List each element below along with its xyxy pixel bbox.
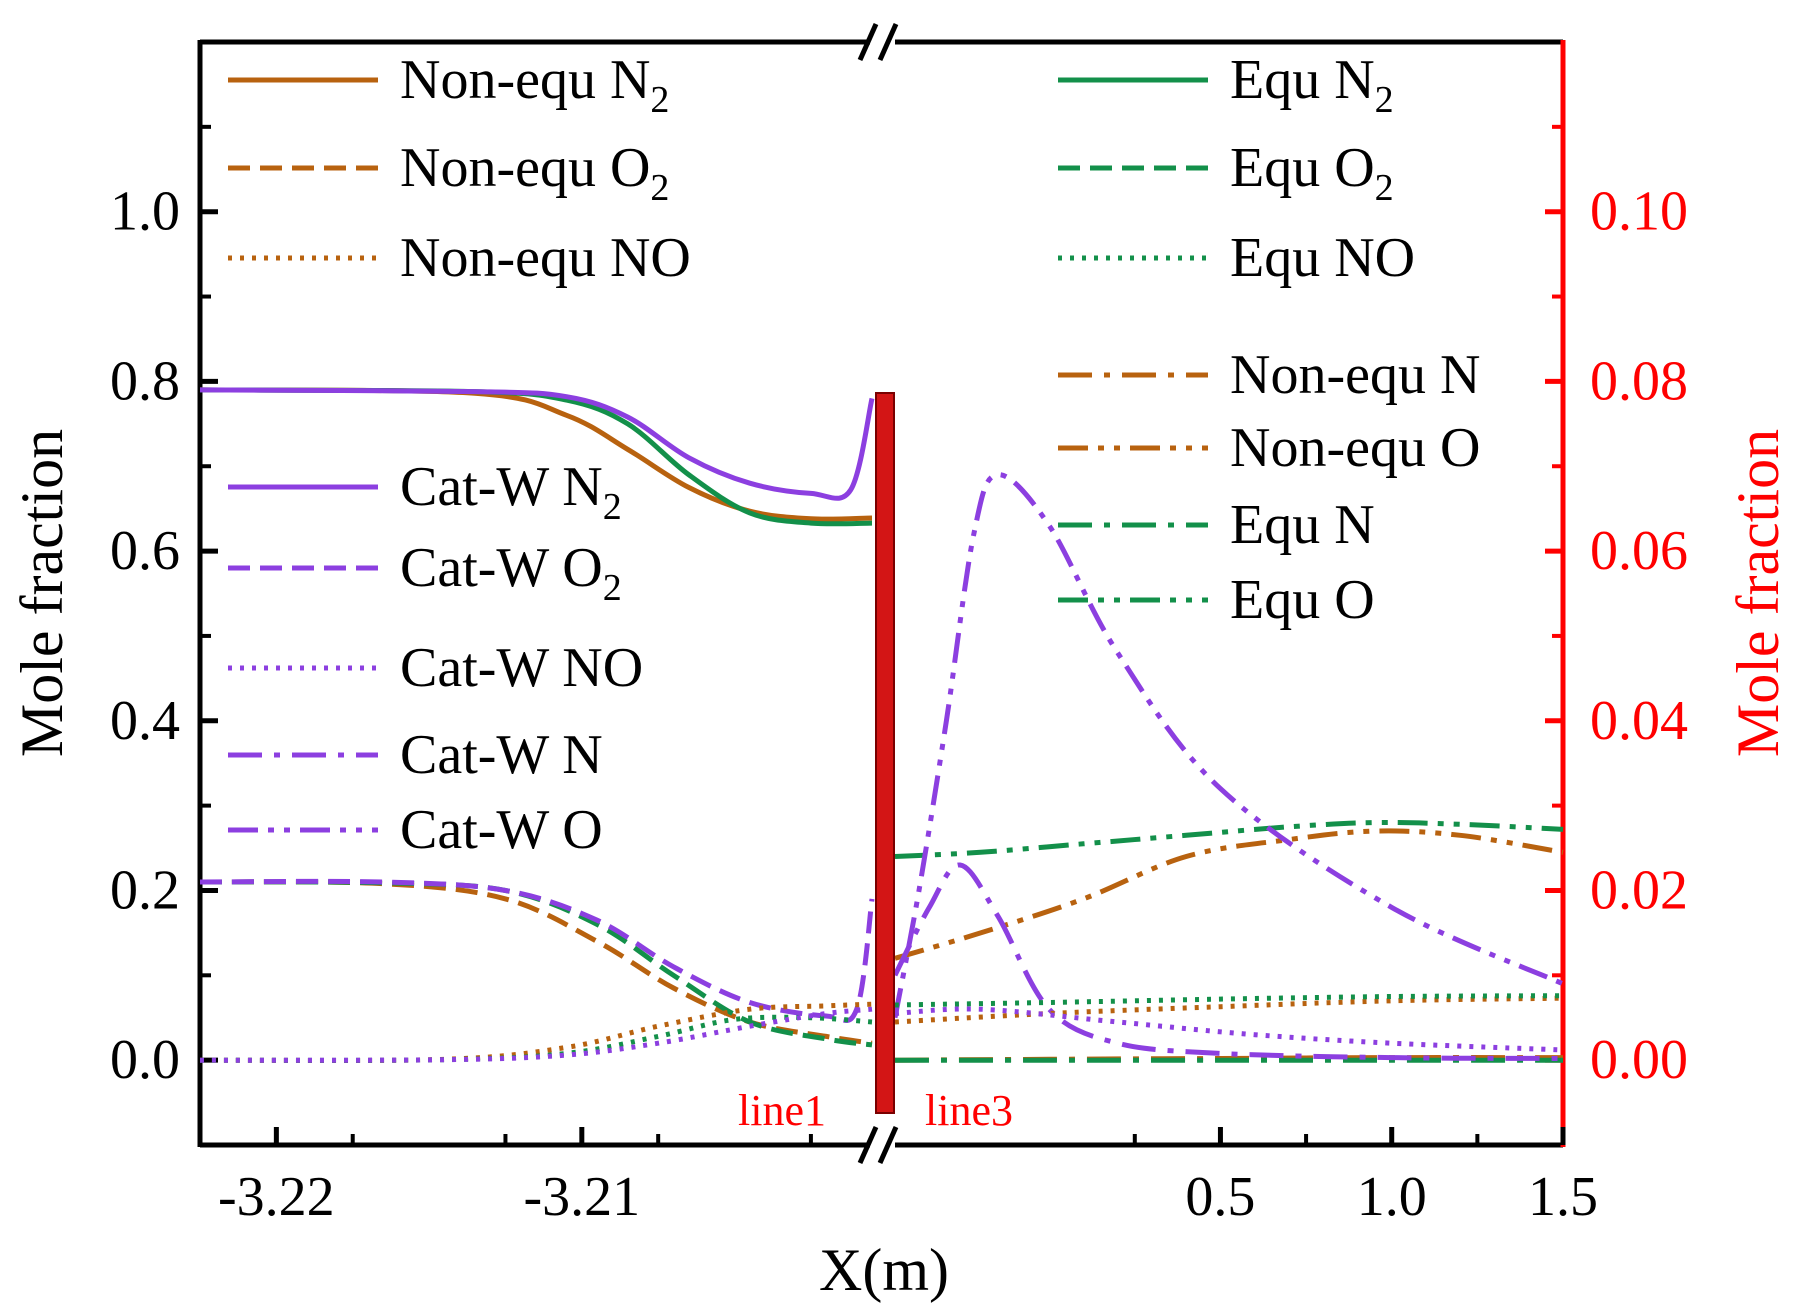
y-axis-title-right: Mole fraction bbox=[1725, 429, 1791, 757]
x-axis-title: X(m) bbox=[819, 1237, 949, 1303]
legend-item-non-equ-o: Non-equ O bbox=[1058, 417, 1480, 479]
left-ytick-label: 0.2 bbox=[110, 859, 180, 921]
legend-item-equ-o2: Equ O2 bbox=[1058, 137, 1394, 209]
legend-label: Equ O bbox=[1230, 569, 1375, 631]
right-ytick-label: 0.06 bbox=[1590, 520, 1688, 582]
legend-label: Cat-W NO bbox=[400, 637, 643, 699]
left-ytick-label: 0.0 bbox=[110, 1029, 180, 1091]
xtick-label: -3.21 bbox=[523, 1166, 640, 1228]
legend-item-equ-no: Equ NO bbox=[1058, 227, 1415, 289]
legend-item-non-equ-n: Non-equ N bbox=[1058, 344, 1480, 406]
legend-label: Non-equ NO bbox=[400, 227, 691, 289]
right-ytick-label: 0.08 bbox=[1590, 350, 1688, 412]
series-left-cat-w-n2 bbox=[199, 387, 875, 501]
legend-label: Non-equ O bbox=[1230, 417, 1480, 479]
legend-label: Equ N bbox=[1230, 494, 1375, 556]
series-right-cat-w-no bbox=[894, 1006, 1564, 1053]
y-axis-title-left: Mole fraction bbox=[9, 429, 75, 757]
left-ytick-label: 1.0 bbox=[110, 181, 180, 243]
right-ytick-label: 0.10 bbox=[1590, 181, 1688, 243]
right-ytick-label: 0.04 bbox=[1590, 690, 1688, 752]
xtick-label: 1.5 bbox=[1528, 1166, 1598, 1228]
series-right-non-equ-o bbox=[894, 828, 1564, 961]
left-ytick-label: 0.4 bbox=[110, 690, 180, 752]
series-right-cat-w-o bbox=[892, 472, 1565, 1019]
series-left-cat-w-o2 bbox=[199, 878, 875, 1023]
legend-item-non-equ-o2: Non-equ O2 bbox=[228, 137, 669, 209]
legend-item-cat-w-n2: Cat-W N2 bbox=[228, 456, 622, 528]
series-left-cat-w-no bbox=[199, 1006, 873, 1063]
series-right-panel bbox=[892, 472, 1565, 1063]
legend-label: Cat-W O2 bbox=[400, 537, 622, 609]
series-right-equ-o bbox=[894, 820, 1564, 859]
legend-label: Equ O2 bbox=[1230, 137, 1394, 209]
xtick-label: -3.22 bbox=[218, 1166, 335, 1228]
plot-frame bbox=[197, 22, 1566, 1165]
legend-label: Cat-W N2 bbox=[400, 456, 622, 528]
legend-label: Non-equ O2 bbox=[400, 137, 669, 209]
x-ticks: -3.22 -3.21 0.5 1.0 1.5 bbox=[218, 1127, 1598, 1228]
legend-item-cat-w-o: Cat-W O bbox=[228, 799, 603, 861]
legend-item-non-equ-no: Non-equ NO bbox=[228, 227, 691, 289]
axis-break-top bbox=[857, 22, 899, 62]
xtick-label: 1.0 bbox=[1357, 1166, 1427, 1228]
legend-item-equ-n: Equ N bbox=[1058, 494, 1375, 556]
legend-item-cat-w-n: Cat-W N bbox=[228, 724, 603, 786]
annotation-line3: line3 bbox=[925, 1086, 1013, 1135]
legend-item-equ-n2: Equ N2 bbox=[1058, 49, 1394, 121]
right-ytick-label: 0.00 bbox=[1590, 1029, 1688, 1091]
legend-label: Cat-W O bbox=[400, 799, 603, 861]
series-right-non-equ-no bbox=[894, 995, 1564, 1025]
legend-label: Equ N2 bbox=[1230, 49, 1394, 121]
legend: Non-equ N2 Non-equ O2 Non-equ NO Cat-W N2 Ca… bbox=[228, 49, 1480, 861]
right-ytick-label: 0.02 bbox=[1590, 859, 1688, 921]
legend-label: Equ NO bbox=[1230, 227, 1415, 289]
left-y-ticks: 0.0 0.2 0.4 0.6 0.8 1.0 bbox=[110, 124, 218, 1091]
series-right-cat-w-n bbox=[892, 862, 1564, 1061]
legend-label: Cat-W N bbox=[400, 724, 603, 786]
series-left-panel bbox=[199, 387, 875, 1063]
wall-bar bbox=[875, 392, 895, 1114]
xtick-label: 0.5 bbox=[1185, 1166, 1255, 1228]
legend-label: Non-equ N2 bbox=[400, 49, 669, 121]
right-y-ticks: 0.00 0.02 0.04 0.06 0.08 0.10 bbox=[1545, 124, 1688, 1091]
legend-item-cat-w-no: Cat-W NO bbox=[228, 637, 643, 699]
legend-item-non-equ-n2: Non-equ N2 bbox=[228, 49, 669, 121]
series-right-equ-no bbox=[894, 993, 1564, 1008]
legend-label: Non-equ N bbox=[1230, 344, 1480, 406]
annotation-line1: line1 bbox=[738, 1086, 826, 1135]
left-ytick-label: 0.6 bbox=[110, 520, 180, 582]
legend-item-cat-w-o2: Cat-W O2 bbox=[228, 537, 622, 609]
axis-break-bottom bbox=[857, 1125, 899, 1165]
left-ytick-label: 0.8 bbox=[110, 350, 180, 412]
legend-item-equ-o: Equ O bbox=[1058, 569, 1375, 631]
